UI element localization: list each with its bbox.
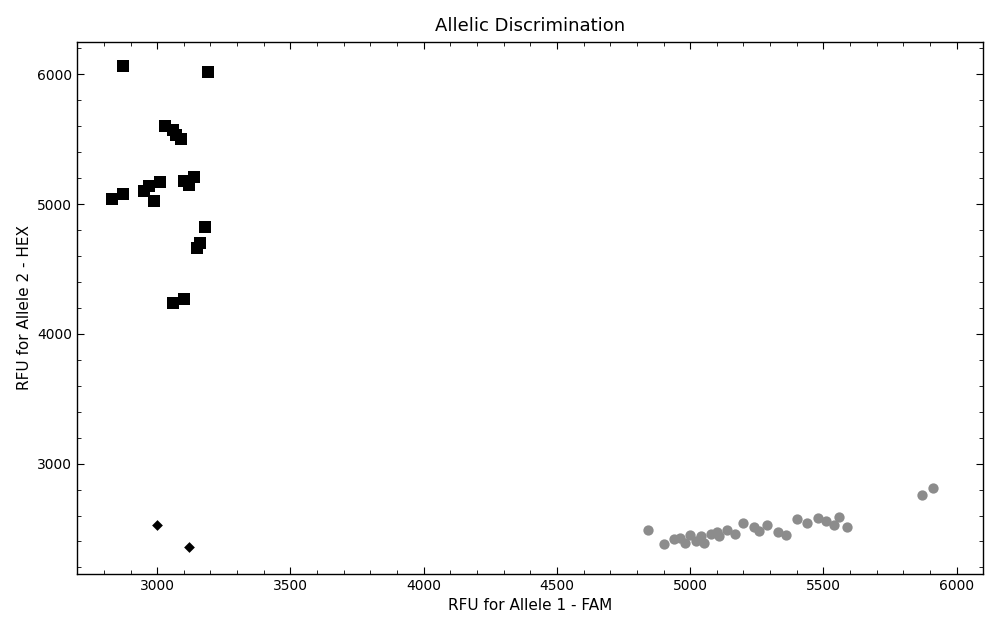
Point — [146, 197, 162, 207]
Point — [789, 514, 805, 524]
Point — [682, 530, 698, 540]
Point — [727, 529, 743, 539]
Point — [759, 520, 775, 530]
Point — [818, 516, 834, 526]
Point — [173, 134, 189, 144]
Point — [181, 542, 197, 552]
Point — [831, 512, 847, 522]
Point — [826, 520, 842, 530]
Point — [115, 61, 131, 71]
Point — [656, 539, 672, 549]
Y-axis label: RFU for Allele 2 - HEX: RFU for Allele 2 - HEX — [17, 226, 32, 391]
X-axis label: RFU for Allele 1 - FAM: RFU for Allele 1 - FAM — [448, 598, 612, 614]
Point — [176, 176, 192, 186]
Point — [688, 536, 704, 546]
Point — [735, 518, 751, 529]
Point — [168, 130, 184, 140]
Point — [719, 525, 735, 535]
Point — [157, 121, 173, 131]
Point — [696, 538, 712, 548]
Point — [189, 243, 205, 253]
Point — [186, 172, 202, 182]
Point — [200, 67, 216, 77]
Point — [746, 522, 762, 532]
Point — [799, 518, 815, 529]
Point — [141, 181, 157, 191]
Point — [711, 531, 727, 541]
Point — [115, 188, 131, 198]
Point — [810, 513, 826, 523]
Title: Allelic Discrimination: Allelic Discrimination — [435, 16, 625, 35]
Point — [165, 125, 181, 135]
Point — [709, 527, 725, 537]
Point — [778, 530, 794, 540]
Point — [839, 522, 855, 532]
Point — [751, 526, 767, 536]
Point — [104, 194, 120, 204]
Point — [152, 177, 168, 187]
Point — [181, 180, 197, 190]
Point — [149, 520, 165, 530]
Point — [136, 186, 152, 196]
Point — [703, 529, 719, 539]
Point — [666, 534, 682, 544]
Point — [165, 297, 181, 307]
Point — [677, 538, 693, 548]
Point — [640, 525, 656, 535]
Point — [693, 531, 709, 541]
Point — [925, 483, 941, 493]
Point — [770, 527, 786, 537]
Point — [914, 490, 930, 500]
Point — [192, 238, 208, 248]
Point — [672, 532, 688, 542]
Point — [197, 222, 213, 232]
Point — [176, 294, 192, 304]
